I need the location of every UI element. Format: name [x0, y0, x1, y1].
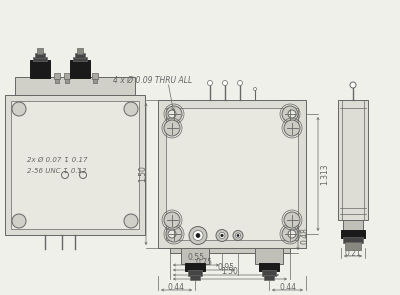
- Circle shape: [193, 230, 203, 240]
- Circle shape: [233, 230, 243, 240]
- Circle shape: [166, 106, 182, 122]
- Bar: [181, 248, 209, 264]
- Text: 0.44: 0.44: [168, 283, 185, 292]
- Bar: [170, 218, 290, 253]
- Text: 0.44: 0.44: [279, 283, 296, 292]
- Bar: [92, 73, 98, 79]
- Circle shape: [80, 171, 86, 178]
- Circle shape: [196, 234, 200, 237]
- Bar: [170, 218, 290, 223]
- Text: 0.75: 0.75: [196, 258, 212, 267]
- Bar: [158, 100, 306, 248]
- Text: 4 x Ø 0.09 THRU ALL: 4 x Ø 0.09 THRU ALL: [113, 76, 192, 84]
- Circle shape: [12, 214, 26, 228]
- Bar: [341, 230, 365, 238]
- Bar: [264, 275, 274, 280]
- Bar: [11, 101, 139, 229]
- Circle shape: [12, 102, 26, 116]
- Text: 1.313: 1.313: [320, 163, 329, 185]
- Circle shape: [62, 171, 68, 178]
- Circle shape: [219, 232, 225, 238]
- Bar: [188, 270, 202, 276]
- Bar: [190, 275, 200, 280]
- Circle shape: [254, 88, 256, 91]
- Circle shape: [124, 102, 138, 116]
- Text: 0.55: 0.55: [188, 253, 204, 262]
- Bar: [70, 60, 90, 78]
- Text: 0.95: 0.95: [218, 263, 234, 272]
- Bar: [255, 248, 283, 264]
- Text: 2x Ø 0.07 ↧ 0.17: 2x Ø 0.07 ↧ 0.17: [27, 157, 88, 163]
- Bar: [75, 53, 85, 58]
- Bar: [65, 79, 69, 83]
- Bar: [343, 237, 363, 243]
- Circle shape: [221, 234, 223, 237]
- Bar: [37, 48, 43, 54]
- Bar: [15, 77, 135, 95]
- Text: 2-56 UNC ↧ 0.12: 2-56 UNC ↧ 0.12: [27, 168, 87, 174]
- Circle shape: [124, 214, 138, 228]
- Circle shape: [282, 106, 298, 122]
- Circle shape: [164, 212, 180, 228]
- Circle shape: [236, 233, 240, 238]
- Circle shape: [282, 226, 298, 242]
- Circle shape: [284, 212, 300, 228]
- Bar: [170, 248, 290, 253]
- Circle shape: [288, 230, 296, 238]
- Circle shape: [168, 110, 176, 118]
- Circle shape: [208, 81, 212, 86]
- Bar: [345, 242, 361, 250]
- Text: 1.50: 1.50: [222, 267, 238, 276]
- Circle shape: [237, 235, 239, 237]
- Circle shape: [164, 120, 180, 136]
- Text: 0.48: 0.48: [300, 227, 309, 244]
- Bar: [5, 95, 145, 235]
- Bar: [262, 270, 276, 276]
- Bar: [55, 79, 59, 83]
- Circle shape: [216, 230, 228, 242]
- Bar: [259, 263, 279, 271]
- Bar: [30, 60, 50, 78]
- Bar: [185, 263, 205, 271]
- Circle shape: [238, 81, 242, 86]
- Text: 1.50: 1.50: [138, 165, 147, 182]
- Circle shape: [350, 82, 356, 88]
- Bar: [77, 48, 83, 54]
- Bar: [343, 220, 363, 230]
- Bar: [33, 57, 47, 61]
- Circle shape: [168, 230, 176, 238]
- Circle shape: [288, 110, 296, 118]
- Bar: [35, 53, 45, 58]
- Bar: [54, 73, 60, 79]
- Circle shape: [222, 81, 228, 86]
- Bar: [73, 57, 87, 61]
- Circle shape: [189, 227, 207, 245]
- Bar: [64, 73, 70, 79]
- Bar: [338, 100, 368, 220]
- Bar: [93, 79, 97, 83]
- Circle shape: [284, 120, 300, 136]
- Circle shape: [166, 226, 182, 242]
- Text: 0.21: 0.21: [345, 249, 361, 258]
- Bar: [166, 108, 298, 240]
